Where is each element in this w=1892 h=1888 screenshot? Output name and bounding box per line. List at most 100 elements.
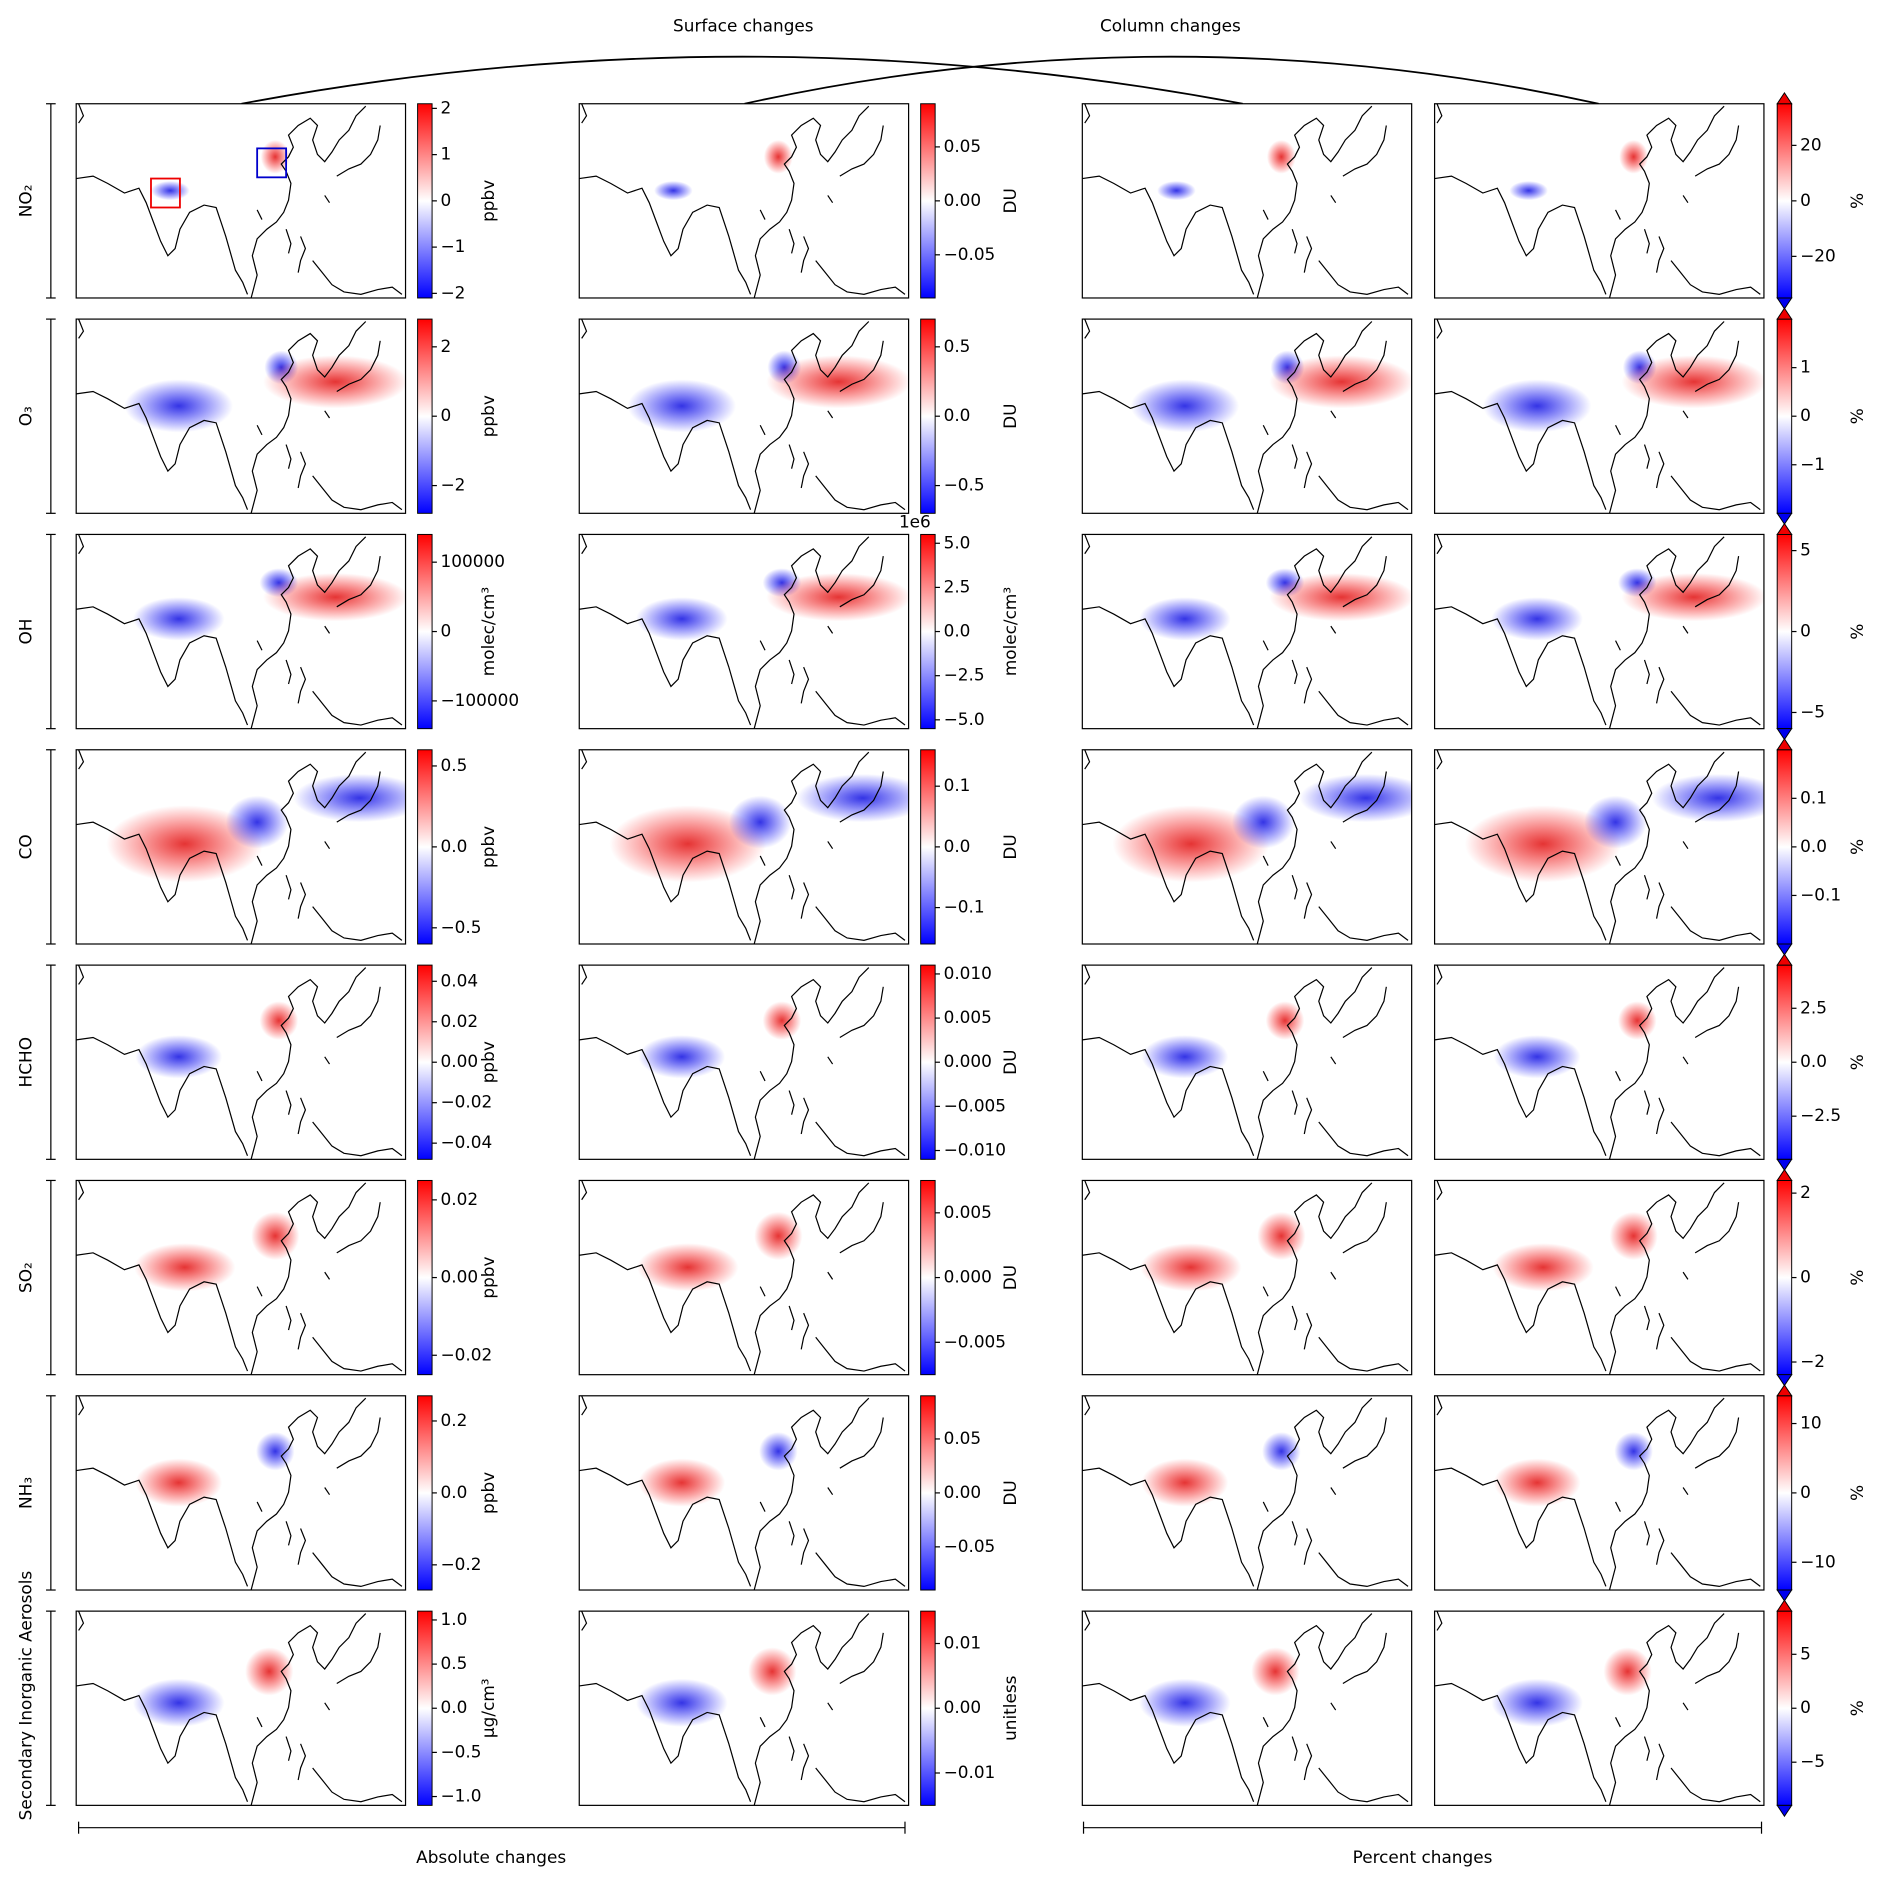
map-frame (1433, 1610, 1765, 1806)
row-label: OH (16, 619, 36, 645)
colorbar-tick-label: −0.02 (441, 1092, 493, 1112)
row: CO −0.5 0.0 0.5 ppbv −0.1 0.0 0.1 DU −0.1 0.0 0.1% (16, 738, 1867, 956)
map-field (1082, 965, 1409, 1160)
map-field (1434, 1611, 1761, 1806)
field-blob (766, 573, 909, 622)
map-frame (1433, 1395, 1765, 1591)
field-blob (293, 773, 406, 823)
map-background (76, 1180, 406, 1375)
map-background (1082, 1180, 1412, 1375)
field-blob (754, 1211, 803, 1261)
field-blob (1482, 379, 1592, 433)
colorbar-tick-label: 0.010 (944, 963, 992, 983)
colorbar-tick-label: 0 (441, 190, 452, 210)
map-field (1434, 534, 1764, 729)
bottom-brackets (78, 1821, 1763, 1834)
colorbar-tick-label: 0.0 (1800, 1051, 1827, 1071)
row: NH₃ −0.2 0.0 0.2 ppbv −0.05 0.00 0.05 DU −10 0 10% (16, 1384, 1867, 1602)
colorbar-tick-label: 0.0 (441, 1482, 468, 1502)
colorbar (920, 749, 936, 945)
field-blob (263, 355, 406, 409)
colorbar-extend (1776, 1168, 1793, 1181)
top-label: Column changes (1100, 16, 1241, 36)
coastline (579, 749, 906, 944)
colorbar-extend (1776, 1599, 1793, 1612)
colorbar-tick-label: 0.000 (944, 1051, 992, 1071)
map-panel (578, 1179, 910, 1376)
map-field (1082, 749, 1412, 944)
field-blob (638, 1458, 726, 1507)
coastline (579, 1611, 906, 1806)
colorbar-tick-label: 0 (1800, 190, 1811, 210)
colorbar-tick-label: 0 (1800, 405, 1811, 425)
colorbar-tick-label: −0.02 (441, 1344, 493, 1364)
colorbar-tick-label: 0 (1800, 1482, 1811, 1502)
colorbar-extend (1776, 512, 1793, 526)
colorbar-tick-label: 0.005 (944, 1007, 992, 1027)
map-frame (75, 1610, 407, 1806)
colorbar-tick-label: −5 (1800, 701, 1825, 721)
colorbar-tick-label: 1 (441, 144, 452, 164)
field-blob (1584, 795, 1647, 849)
row: SO₂ −0.02 0.00 0.02 ppbv −0.005 0.000 0.005 DU −2… (16, 1168, 1867, 1387)
map-panel (1081, 103, 1413, 299)
map-frame (1433, 749, 1765, 945)
colorbar-tick-label: 0.0 (441, 1697, 468, 1717)
field-blob (132, 1678, 225, 1727)
colorbar-tick-label: −2 (441, 475, 466, 495)
map-frame (1081, 533, 1413, 730)
field-blob (1112, 805, 1270, 883)
field-blob (1509, 180, 1548, 201)
colorbar (920, 1179, 936, 1376)
field-blob (1603, 1647, 1652, 1696)
colorbar-tick-label: 0 (1800, 1697, 1811, 1717)
colorbar-tick-label: 2 (1800, 1182, 1811, 1202)
field-blob (1269, 355, 1412, 409)
colorbar-tick-label: 0.0 (1800, 836, 1827, 856)
field-blob (1262, 1431, 1301, 1471)
map-frame (578, 103, 910, 299)
map-frame (1081, 749, 1413, 945)
map-frame (1081, 1610, 1413, 1806)
colorbar-tick-label: 5 (1800, 1643, 1811, 1663)
colorbar-tick-label: 10 (1800, 1413, 1821, 1433)
map-panel (1081, 1179, 1413, 1376)
map-panel (1081, 533, 1413, 730)
map-frame (75, 318, 407, 514)
map-field (579, 1180, 906, 1375)
map-frame (578, 318, 910, 514)
colorbar-tick-label: −0.05 (944, 1536, 996, 1556)
map-field (76, 319, 406, 514)
map-frame (1433, 318, 1765, 514)
connector (744, 55, 1599, 105)
colorbar (920, 964, 936, 1160)
map-field (76, 965, 403, 1160)
coastline (1434, 103, 1761, 298)
row-label: HCHO (16, 1037, 36, 1087)
colorbar (920, 1610, 936, 1806)
map-field (1434, 965, 1761, 1160)
field-blob (627, 379, 737, 433)
colorbar-tick-label: 0.00 (944, 190, 982, 210)
coastline (1082, 534, 1409, 729)
colorbar-tick-label: −2.5 (1800, 1105, 1841, 1125)
map-field (579, 534, 909, 729)
colorbar-tick-label: 2 (441, 97, 452, 117)
map-frame (75, 1179, 407, 1376)
map-panel (1433, 1395, 1765, 1591)
colorbar-tick-label: 1.0 (441, 1609, 468, 1629)
colorbar-tick-label: −5.0 (944, 709, 985, 729)
map-background (76, 1611, 406, 1806)
map-field (76, 749, 406, 944)
map-background (579, 1611, 909, 1806)
colorbar (417, 533, 433, 730)
map-frame (1081, 318, 1413, 514)
coastline (1082, 749, 1409, 944)
map-background (76, 1395, 406, 1591)
field-blob (728, 795, 792, 849)
colorbar-tick-label: 0.0 (944, 405, 971, 425)
coastline (76, 319, 403, 514)
map-background (579, 1395, 909, 1591)
field-blob (1609, 1211, 1658, 1261)
map-frame (75, 1395, 407, 1591)
